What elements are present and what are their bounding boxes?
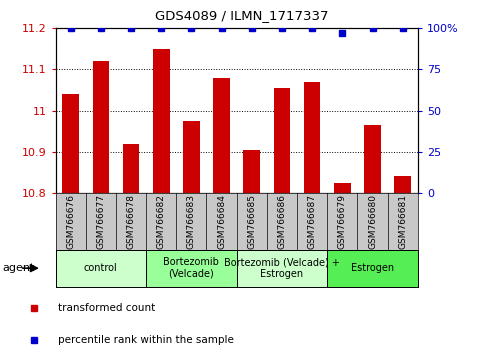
Text: GSM766685: GSM766685 (247, 194, 256, 249)
Bar (334, 183, 351, 193)
Bar (146, 250, 237, 287)
Bar (395, 177, 411, 193)
Text: agent: agent (2, 263, 35, 273)
Bar (327, 250, 418, 287)
Text: GSM766679: GSM766679 (338, 194, 347, 249)
Text: GSM766680: GSM766680 (368, 194, 377, 249)
Bar (183, 121, 199, 193)
Text: GSM766682: GSM766682 (156, 194, 166, 249)
Text: transformed count: transformed count (58, 303, 155, 313)
Bar (93, 61, 109, 193)
Bar (364, 125, 381, 193)
Bar (237, 250, 327, 287)
Text: Bortezomib (Velcade) +
Estrogen: Bortezomib (Velcade) + Estrogen (224, 257, 340, 279)
Text: GSM766678: GSM766678 (127, 194, 136, 249)
Text: GSM766684: GSM766684 (217, 194, 226, 249)
Bar (123, 144, 139, 193)
Text: GSM766683: GSM766683 (187, 194, 196, 249)
Text: Bortezomib
(Velcade): Bortezomib (Velcade) (163, 257, 219, 279)
Bar (153, 49, 170, 193)
Text: control: control (84, 263, 118, 273)
Text: GSM766687: GSM766687 (308, 194, 317, 249)
Text: GSM766686: GSM766686 (277, 194, 286, 249)
Bar (274, 88, 290, 193)
Text: Estrogen: Estrogen (351, 263, 394, 273)
Bar (62, 94, 79, 193)
Text: GSM766676: GSM766676 (66, 194, 75, 249)
Text: GDS4089 / ILMN_1717337: GDS4089 / ILMN_1717337 (155, 9, 328, 22)
Bar (56, 250, 146, 287)
Bar (213, 78, 230, 193)
Bar (243, 150, 260, 193)
Bar (304, 82, 320, 193)
Text: GSM766681: GSM766681 (398, 194, 407, 249)
Text: GSM766677: GSM766677 (96, 194, 105, 249)
Text: percentile rank within the sample: percentile rank within the sample (58, 335, 234, 345)
